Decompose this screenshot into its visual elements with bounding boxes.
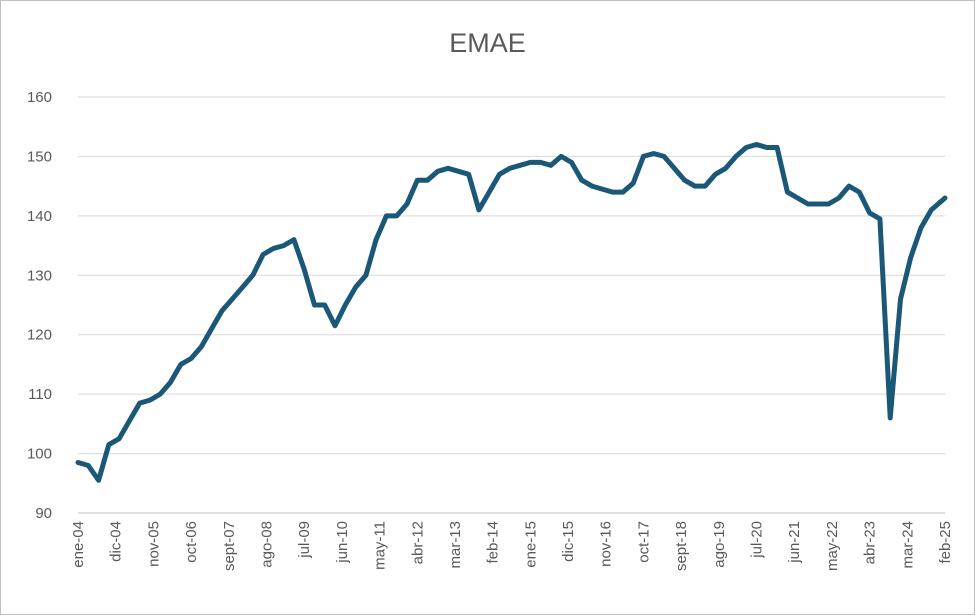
y-tick-label: 130 <box>27 267 52 284</box>
x-tick-label: nov-05 <box>145 521 162 567</box>
y-tick-label: 160 <box>27 89 52 106</box>
y-tick-label: 150 <box>27 148 52 165</box>
x-tick-label: ene-15 <box>522 521 539 568</box>
x-tick-label: mar-24 <box>899 521 916 569</box>
y-tick-label: 120 <box>27 327 52 344</box>
x-tick-label: jul-20 <box>749 521 766 559</box>
y-tick-label: 140 <box>27 208 52 225</box>
y-axis-tick-labels: 90 100 110 120 130 140 150 160 <box>27 89 52 522</box>
x-tick-label: sept-18 <box>673 521 690 571</box>
x-tick-label: jun-21 <box>786 521 803 564</box>
y-tick-label: 100 <box>27 446 52 463</box>
x-axis-tick-labels: ene-04 dic-04 nov-05 oct-06 sept-07 ago-08 jul… <box>70 521 954 571</box>
x-tick-label: jun-10 <box>334 521 351 564</box>
x-tick-label: jul-09 <box>296 521 313 559</box>
x-tick-label: feb-14 <box>485 521 502 564</box>
x-tick-label: sept-07 <box>221 521 238 571</box>
y-tick-label: 90 <box>35 505 52 522</box>
x-tick-label: ene-04 <box>70 521 87 568</box>
x-tick-label: abr-23 <box>862 521 879 564</box>
x-tick-label: feb-25 <box>937 521 954 564</box>
chart-title: EMAE <box>449 28 526 58</box>
x-tick-label: may-11 <box>372 521 389 570</box>
gridlines <box>78 96 945 455</box>
x-tick-label: dic-15 <box>560 521 577 562</box>
x-tick-label: nov-16 <box>598 521 615 567</box>
x-tick-label: oct-17 <box>635 521 652 563</box>
x-tick-label: mar-13 <box>447 521 464 569</box>
x-tick-label: may-22 <box>824 521 841 571</box>
x-tick-label: oct-06 <box>183 521 200 563</box>
x-tick-label: dic-04 <box>108 521 125 562</box>
x-tick-label: ago-08 <box>258 521 275 568</box>
y-tick-label: 110 <box>28 386 52 403</box>
series-line-emae <box>75 142 948 483</box>
x-tick-label: ago-19 <box>711 521 728 568</box>
x-tick-label: abr-12 <box>409 521 426 564</box>
